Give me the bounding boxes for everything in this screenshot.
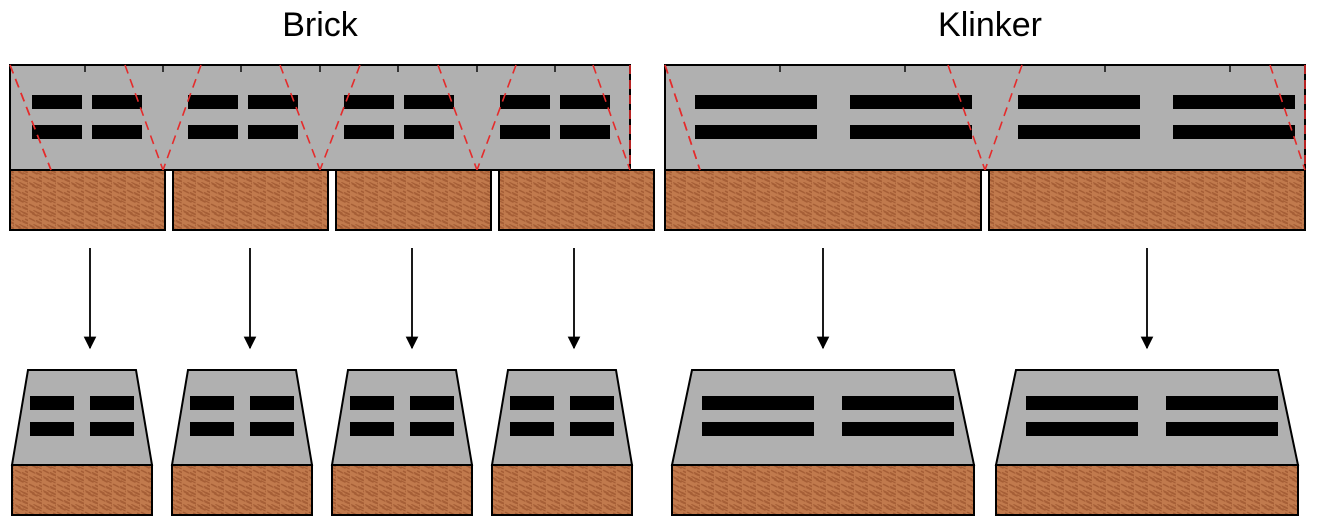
brick-top-slot-r2-3-1 [560, 125, 610, 139]
brick-top-base-seg-2 [336, 170, 491, 230]
brick-bottom-unit-2-slot-r2-0 [350, 422, 394, 436]
brick-bottom-unit-2-slot-r2-1 [410, 422, 454, 436]
brick-bottom-unit-2-slot-r1-1 [410, 396, 454, 410]
brick-top-slot-r2-2-1 [404, 125, 454, 139]
klinker-top-slot-r1-0-0 [695, 95, 817, 109]
klinker-bottom-unit-1-base [996, 465, 1298, 515]
klinker-bottom-unit-0-base [672, 465, 974, 515]
brick-bottom-unit-0-slot-r1-1 [90, 396, 134, 410]
klinker-top-slot-r2-1-1 [1173, 125, 1295, 139]
brick-top-slot-r2-3-0 [500, 125, 550, 139]
klinker-bottom-unit-1-slot-r1-0 [1026, 396, 1138, 410]
klinker-bottom-unit-0-clay [672, 370, 974, 465]
klinker-top-slot-r2-0-1 [850, 125, 972, 139]
brick-top-slot-r2-1-1 [248, 125, 298, 139]
klinker-bottom-unit-1-slot-r1-1 [1166, 396, 1278, 410]
brick-bottom-unit-3-slot-r2-0 [510, 422, 554, 436]
brick-bottom-unit-1-slot-r1-1 [250, 396, 294, 410]
klinker-bottom-unit-1-clay [996, 370, 1298, 465]
brick-bottom-unit-3-slot-r1-1 [570, 396, 614, 410]
brick-top-base-seg-1 [173, 170, 328, 230]
klinker-top-slot-r2-0-0 [695, 125, 817, 139]
klinker-top-slot-r1-1-0 [1018, 95, 1140, 109]
klinker-bottom-unit-0-slot-r2-0 [702, 422, 814, 436]
klinker-top-slot-r2-1-0 [1018, 125, 1140, 139]
brick-bottom-unit-1-clay [172, 370, 312, 465]
brick-top-slot-r1-3-1 [560, 95, 610, 109]
brick-top-base-seg-3 [499, 170, 654, 230]
label-left: Brick [282, 6, 359, 44]
brick-top-slot-r1-1-1 [248, 95, 298, 109]
brick-bottom-unit-0-slot-r2-0 [30, 422, 74, 436]
brick-bottom-unit-2-base [332, 465, 472, 515]
brick-top-slot-r2-1-0 [188, 125, 238, 139]
klinker-bottom-unit-1-slot-r2-1 [1166, 422, 1278, 436]
brick-bottom-unit-0-clay [12, 370, 152, 465]
klinker-top-base-seg-0 [665, 170, 981, 230]
brick-top-slot-r2-0-1 [92, 125, 142, 139]
brick-top-base-seg-0 [10, 170, 165, 230]
brick-bottom-unit-1-slot-r1-0 [190, 396, 234, 410]
klinker-top-base-seg-1 [989, 170, 1305, 230]
brick-top-slot-r2-0-0 [32, 125, 82, 139]
brick-top-slot-r1-0-1 [92, 95, 142, 109]
brick-bottom-unit-0-slot-r2-1 [90, 422, 134, 436]
brick-bottom-unit-1-slot-r2-1 [250, 422, 294, 436]
brick-top-slot-r2-2-0 [344, 125, 394, 139]
brick-top-slot-r1-3-0 [500, 95, 550, 109]
klinker-top-slot-r1-0-1 [850, 95, 972, 109]
brick-bottom-unit-1-base [172, 465, 312, 515]
klinker-bottom-unit-1-slot-r2-0 [1026, 422, 1138, 436]
brick-bottom-unit-2-slot-r1-0 [350, 396, 394, 410]
brick-bottom-unit-0-slot-r1-0 [30, 396, 74, 410]
klinker-bottom-unit-0-slot-r1-0 [702, 396, 814, 410]
klinker-bottom-unit-0-slot-r1-1 [842, 396, 954, 410]
brick-top-clay-slab [10, 65, 630, 170]
brick-top-slot-r1-2-0 [344, 95, 394, 109]
klinker-top-slot-r1-1-1 [1173, 95, 1295, 109]
brick-top-slot-r1-2-1 [404, 95, 454, 109]
brick-bottom-unit-3-base [492, 465, 632, 515]
brick-bottom-unit-3-slot-r2-1 [570, 422, 614, 436]
label-right: Klinker [938, 6, 1042, 44]
klinker-top-clay-slab [665, 65, 1305, 170]
brick-bottom-unit-0-base [12, 465, 152, 515]
brick-top-slot-r1-0-0 [32, 95, 82, 109]
brick-bottom-unit-2-clay [332, 370, 472, 465]
klinker-bottom-unit-0-slot-r2-1 [842, 422, 954, 436]
brick-bottom-unit-1-slot-r2-0 [190, 422, 234, 436]
brick-top-slot-r1-1-0 [188, 95, 238, 109]
brick-bottom-unit-3-clay [492, 370, 632, 465]
brick-bottom-unit-3-slot-r1-0 [510, 396, 554, 410]
